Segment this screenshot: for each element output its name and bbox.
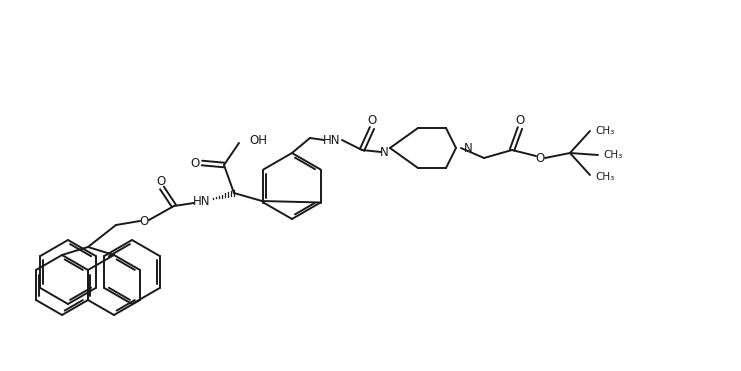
Text: O: O <box>139 214 149 227</box>
Text: OH: OH <box>249 134 267 147</box>
Text: N: N <box>464 141 473 154</box>
Text: CH₃: CH₃ <box>595 126 614 136</box>
Text: HN: HN <box>323 134 341 147</box>
Text: O: O <box>535 151 545 164</box>
Text: O: O <box>515 114 525 127</box>
Text: HN: HN <box>193 194 210 207</box>
Text: CH₃: CH₃ <box>595 172 614 182</box>
Text: O: O <box>368 114 376 127</box>
Text: O: O <box>156 174 165 187</box>
Text: CH₃: CH₃ <box>603 150 622 160</box>
Text: N: N <box>379 145 388 158</box>
Text: O: O <box>190 157 199 170</box>
